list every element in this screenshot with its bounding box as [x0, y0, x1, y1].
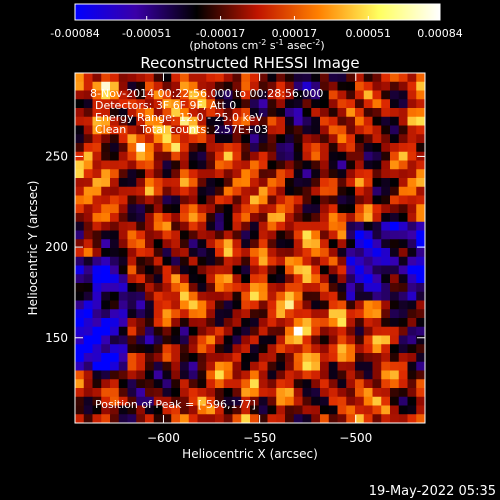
x-tick-label: −550: [243, 431, 276, 445]
plot-frame: [74, 72, 426, 424]
y-tick-label: 200: [45, 240, 68, 254]
colorbar-gradient: [74, 3, 441, 21]
colorbar-tick-label: -0.00084: [50, 27, 99, 40]
annotation-detectors: Detectors: 3F 6F 9F, Att 0: [95, 99, 236, 112]
colorbar: -0.00084 -0.00051 -0.00017 0.00017 0.00051 0.…: [50, 3, 463, 52]
x-tick-label: −600: [147, 431, 180, 445]
annotation-block: 8-Nov-2014 00:22:56.000 to 00:28:56.000 …: [90, 87, 323, 411]
y-axis-label: Heliocentric Y (arcsec): [26, 181, 40, 316]
colorbar-tick-label: 0.00017: [272, 27, 318, 40]
colorbar-tick-label: 0.00084: [417, 27, 463, 40]
x-axis-ticks: −600 −550 −500: [147, 73, 372, 445]
heatmap-image: [75, 73, 426, 424]
colorbar-tick-label: 0.00051: [346, 27, 392, 40]
y-axis-ticks: 150 200 250: [45, 149, 425, 345]
footer-timestamp: 19-May-2022 05:35: [369, 484, 496, 499]
colorbar-tick-label: -0.00051: [122, 27, 171, 40]
chart-title: Reconstructed RHESSI Image: [140, 54, 359, 72]
y-tick-label: 250: [45, 149, 68, 163]
colorbar-units: (photons cm-2 s-1 asec-2): [189, 38, 324, 52]
annotation-clean-counts: Clean Total counts: 2.57E+03: [95, 123, 268, 136]
y-tick-label: 150: [45, 331, 68, 345]
colorbar-tick-label: -0.00017: [196, 27, 245, 40]
colorbar-ticks: -0.00084 -0.00051 -0.00017 0.00017 0.00051 0.…: [50, 16, 463, 40]
annotation-energy-range: Energy Range: 12.0 - 25.0 keV: [95, 111, 263, 124]
annotation-time-range: 8-Nov-2014 00:22:56.000 to 00:28:56.000: [90, 87, 323, 100]
x-tick-label: −500: [339, 431, 372, 445]
x-axis-label: Heliocentric X (arcsec): [182, 447, 318, 461]
annotation-peak-position: Position of Peak = [-596,177]: [95, 398, 256, 411]
